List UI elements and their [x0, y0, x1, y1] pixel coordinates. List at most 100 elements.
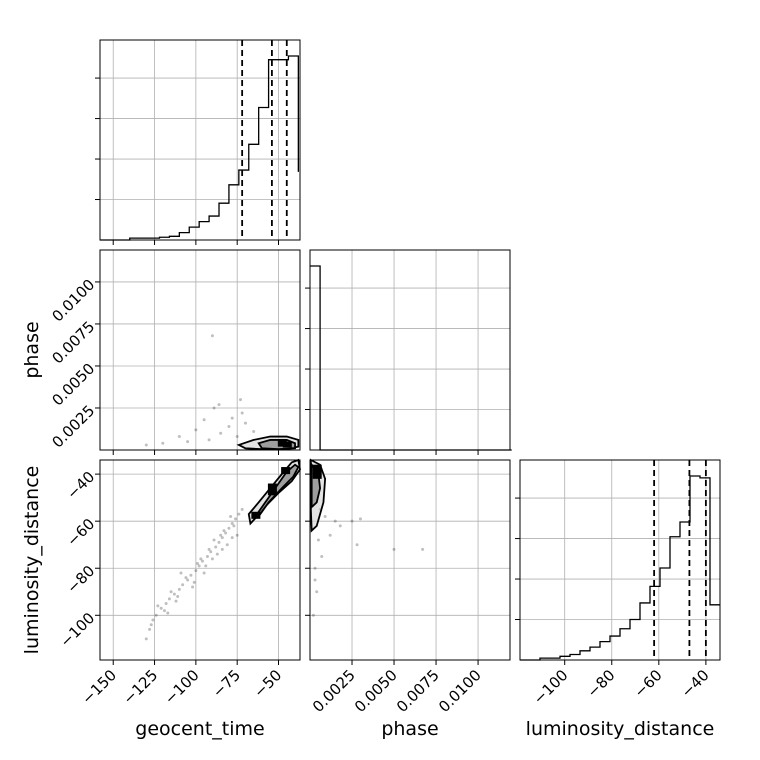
sample-point — [230, 536, 234, 540]
sample-point — [230, 522, 234, 526]
panel-hist-geocent-time — [95, 39, 301, 245]
y-tick-label: −60 — [63, 515, 98, 550]
sample-point — [252, 430, 256, 434]
sample-point — [323, 514, 327, 518]
sample-point — [237, 512, 241, 516]
sample-point — [189, 573, 193, 577]
panel-hist-phase — [305, 249, 512, 455]
x-tick-label: −100 — [530, 666, 572, 708]
sample-point — [192, 580, 196, 584]
sample-point — [220, 536, 224, 540]
sample-point — [205, 554, 209, 558]
sample-point — [212, 406, 216, 410]
density-core — [277, 439, 287, 447]
panel-border — [99, 249, 301, 451]
x-tick-label: −50 — [250, 666, 285, 701]
density-core — [267, 483, 277, 496]
density-core — [282, 441, 292, 448]
sample-point — [209, 550, 213, 554]
histogram-step — [310, 265, 512, 451]
sample-point — [338, 524, 342, 528]
sample-point — [181, 583, 185, 587]
sample-point — [204, 564, 208, 568]
sample-point — [176, 594, 180, 598]
sample-point — [240, 507, 244, 511]
y-tick-label: 0.0100 — [49, 276, 99, 326]
sample-point — [161, 441, 165, 445]
panel-border — [519, 459, 721, 661]
sample-point — [230, 416, 234, 420]
density-core — [251, 511, 261, 519]
sample-point — [194, 428, 198, 432]
sample-point — [227, 526, 231, 530]
histogram-step — [100, 55, 299, 241]
sample-point — [196, 562, 200, 566]
x-tick-label: −125 — [120, 666, 162, 708]
density-core — [312, 464, 322, 479]
sample-point — [219, 431, 223, 435]
y-tick-label: 0.0050 — [49, 360, 99, 410]
panel-luminosity-distance-vs-geocent-time: −150 −125 −100 −75 −50−100−80−60−40 — [57, 458, 301, 708]
x-tick-label: 0.0050 — [351, 666, 401, 716]
sample-point — [217, 403, 221, 407]
sample-point — [214, 545, 218, 549]
sample-point — [212, 538, 216, 542]
y-tick-label: −80 — [63, 562, 98, 597]
sample-point — [328, 533, 332, 537]
sample-point — [169, 590, 173, 594]
x-tick-label: −100 — [161, 666, 203, 708]
panel-hist-luminosity-distance: −100 −80 −60 −40 — [515, 459, 721, 708]
panel-border — [309, 249, 511, 451]
sample-point — [177, 435, 181, 439]
panel-border — [99, 459, 301, 661]
sample-point — [207, 547, 211, 551]
sample-point — [350, 519, 354, 523]
y-tick-label: 0.0075 — [49, 318, 99, 368]
density-core — [281, 467, 291, 475]
sample-point — [235, 435, 239, 439]
sample-point — [227, 424, 231, 428]
ylabel-phase: phase — [21, 321, 43, 378]
sample-point — [202, 418, 206, 422]
sample-point — [174, 599, 178, 603]
x-tick-label: 0.0025 — [309, 666, 359, 716]
x-tick-label: −75 — [209, 666, 244, 701]
sample-point — [240, 411, 244, 415]
sample-point — [215, 552, 219, 556]
sample-point — [210, 334, 214, 338]
xlabel-geocent-time: geocent_time — [135, 718, 264, 740]
sample-point — [217, 540, 221, 544]
sample-point — [232, 524, 236, 528]
sample-point — [229, 514, 233, 518]
sample-point — [179, 571, 183, 575]
sample-point — [238, 398, 242, 402]
sample-point — [184, 576, 188, 580]
sample-point — [156, 604, 160, 608]
sample-point — [315, 590, 319, 594]
sample-point — [234, 517, 238, 521]
sample-point — [166, 611, 170, 615]
sample-point — [144, 443, 148, 447]
sample-point — [421, 547, 425, 551]
sample-point — [177, 587, 181, 591]
x-tick-label: 0.0075 — [393, 666, 443, 716]
x-tick-label: −60 — [631, 666, 666, 701]
sample-point — [159, 606, 163, 610]
xlabel-luminosity-distance: luminosity_distance — [526, 718, 715, 740]
sample-point — [316, 538, 320, 542]
sample-point — [202, 571, 206, 575]
sample-point — [222, 529, 226, 533]
sample-point — [207, 438, 211, 442]
sample-point — [200, 559, 204, 563]
y-tick-label: −100 — [57, 609, 99, 651]
x-tick-label: −80 — [583, 666, 618, 701]
x-tick-label: −40 — [678, 666, 713, 701]
sample-point — [224, 531, 228, 535]
panel-border — [99, 39, 301, 241]
sample-point — [333, 519, 337, 523]
sample-point — [167, 597, 171, 601]
histogram-step — [520, 475, 720, 661]
